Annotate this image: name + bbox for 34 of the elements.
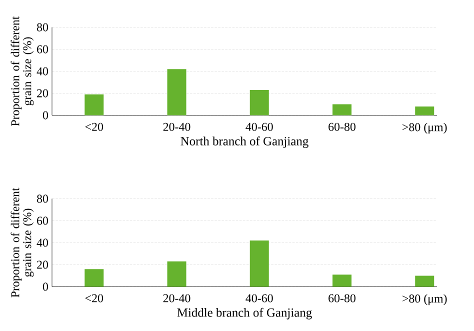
x-tick-label: >80 (μm)	[402, 122, 447, 134]
bar	[332, 104, 352, 116]
x-tick-label: 40-60	[246, 294, 273, 302]
y-axis-title: Proportion of different grain size (%)	[10, 188, 34, 298]
bar	[250, 240, 269, 287]
y-tick-label: 40	[36, 67, 48, 76]
x-tick-label: 60-80	[328, 294, 356, 302]
y-tick-label: 60	[37, 45, 48, 54]
bar	[332, 274, 352, 287]
x-tick-label: <20	[85, 294, 104, 302]
y-tick-label: 0	[42, 282, 48, 291]
bar	[84, 94, 104, 116]
y-tick-label: 20	[37, 260, 48, 269]
y-tick-label: 60	[37, 216, 48, 225]
bar	[167, 69, 186, 116]
bar	[84, 269, 104, 287]
bar	[415, 106, 434, 116]
x-tick-label: 40-60	[246, 122, 273, 131]
bar	[415, 276, 434, 287]
y-tick-label: 0	[42, 111, 48, 120]
y-axis-title: Proportion of different grain size (%)	[10, 16, 34, 126]
x-tick-label: 20-40	[163, 122, 190, 131]
x-tick-label: <20	[85, 122, 104, 131]
bar	[250, 90, 269, 116]
y-tick-label: 80	[36, 194, 48, 203]
x-axis-title: Middle branch of Ganjiang	[177, 308, 312, 320]
x-tick-label: 60-80	[328, 122, 356, 131]
x-axis-title: North branch of Ganjiang	[180, 136, 308, 148]
y-tick-label: 20	[37, 89, 48, 98]
y-tick-label: 80	[36, 23, 48, 32]
bar	[167, 261, 186, 287]
y-tick-label: 40	[36, 238, 48, 247]
x-tick-label: 20-40	[163, 294, 190, 302]
x-tick-label: >80 (μm)	[402, 294, 447, 306]
